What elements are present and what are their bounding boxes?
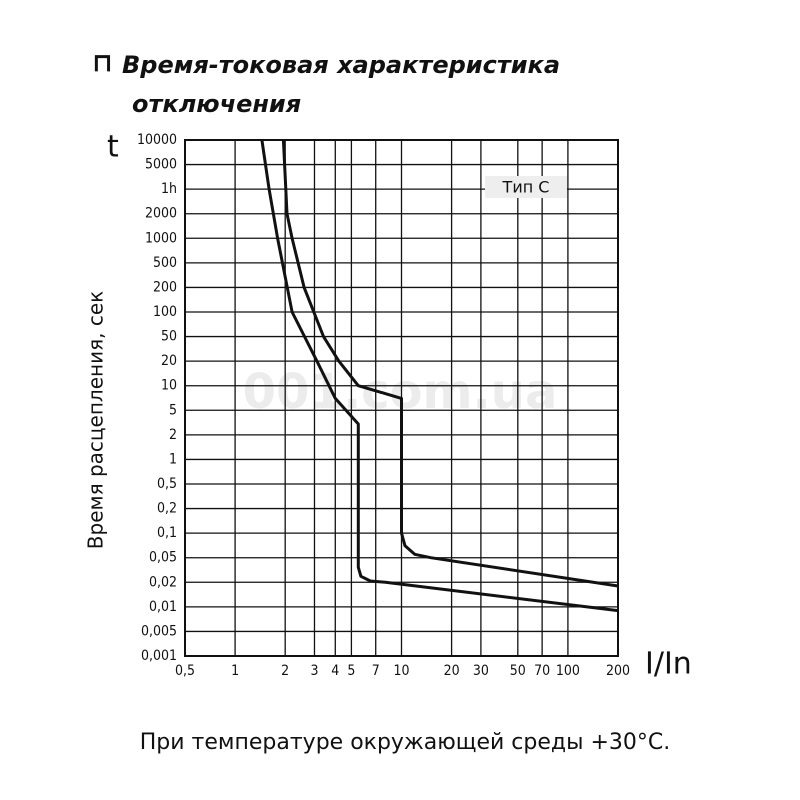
y-tick-label: 0,5 [157,476,177,492]
y-tick-label: 10000 [137,132,177,148]
x-tick-label: 3 [310,663,318,679]
x-tick-label: 50 [510,663,526,679]
x-tick-label: 70 [534,663,550,679]
x-tick-label: 0,5 [175,663,195,679]
annotation: Тип C [502,178,550,197]
x-tick-label: 1 [231,663,239,679]
y-tick-label: 5 [169,402,177,418]
x-tick-label: 30 [473,663,489,679]
y-symbol: t [107,130,119,165]
y-tick-label: 2 [169,427,177,443]
chart-title: Время-токовая характеристика [122,51,560,79]
y-tick-label: 0,005 [141,623,177,639]
y-tick-label: 500 [153,255,177,271]
x-tick-label: 2 [281,663,289,679]
x-tick-label: 5 [347,663,355,679]
y-tick-label: 10 [161,378,177,394]
y-tick-label: 0,1 [157,525,177,541]
y-tick-label: 0,001 [141,648,177,664]
y-tick-label: 1 [169,451,177,467]
y-tick-label: 0,2 [157,501,177,517]
x-tick-label: 7 [372,663,380,679]
y-tick-label: 5000 [145,157,177,173]
y-tick-label: 20 [161,353,177,369]
y-tick-label: 1h [161,181,177,197]
annotation-box [485,176,567,198]
plot-frame [184,139,619,657]
y-tick-label: 200 [153,279,177,295]
x-axis-label: I/In [645,647,692,682]
y-tick-label: 0,01 [149,599,177,615]
logo-icon: ⊓ [92,49,113,79]
x-tick-label: 200 [606,663,630,679]
x-tick-label: 100 [556,663,580,679]
y-axis-label: Время расцепления, сек [84,291,108,549]
x-tick-label: 10 [393,663,409,679]
x-tick-label: 4 [331,663,339,679]
y-tick-label: 100 [153,304,177,320]
chart-title: отключения [132,90,301,118]
curve [260,139,619,613]
y-tick-label: 0,05 [149,550,177,566]
note: При температуре окружающей среды +30°C. [140,730,671,755]
curve [281,139,619,588]
y-tick-label: 2000 [145,206,177,222]
y-tick-label: 1000 [145,230,177,246]
x-tick-label: 20 [444,663,460,679]
y-tick-label: 0,02 [149,574,177,590]
y-tick-label: 50 [161,329,177,345]
